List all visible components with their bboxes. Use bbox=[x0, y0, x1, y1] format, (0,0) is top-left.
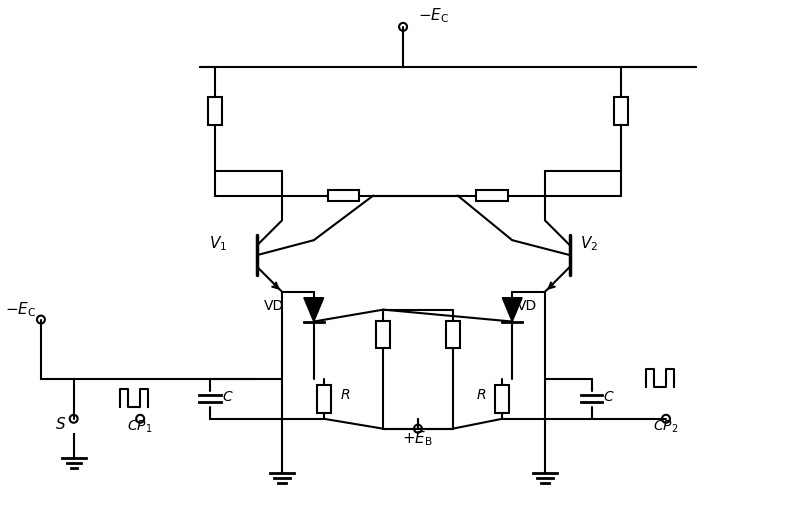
Bar bbox=[327, 189, 359, 202]
Bar bbox=[446, 321, 460, 348]
Bar bbox=[377, 321, 390, 348]
Text: $CP_1$: $CP_1$ bbox=[127, 419, 153, 435]
Text: $V_1$: $V_1$ bbox=[210, 234, 228, 253]
Bar bbox=[476, 189, 509, 202]
Text: $S$: $S$ bbox=[55, 416, 66, 432]
Text: $R$: $R$ bbox=[476, 388, 486, 402]
Text: $R$: $R$ bbox=[339, 388, 350, 402]
Bar bbox=[316, 385, 331, 413]
Text: $V_2$: $V_2$ bbox=[580, 234, 598, 253]
Text: $CP_2$: $CP_2$ bbox=[653, 419, 679, 435]
Text: $+E_{\rm B}$: $+E_{\rm B}$ bbox=[403, 430, 433, 448]
Bar bbox=[207, 97, 221, 125]
Bar bbox=[615, 97, 628, 125]
Text: $-E_{\rm C}$: $-E_{\rm C}$ bbox=[418, 6, 449, 24]
Polygon shape bbox=[502, 298, 522, 322]
Text: VD: VD bbox=[517, 299, 537, 313]
Bar bbox=[495, 385, 509, 413]
Text: $C$: $C$ bbox=[221, 390, 233, 404]
Polygon shape bbox=[304, 298, 324, 322]
Text: $-E_{\rm C}$: $-E_{\rm C}$ bbox=[5, 301, 36, 319]
Text: VD: VD bbox=[263, 299, 284, 313]
Text: $C$: $C$ bbox=[604, 390, 615, 404]
